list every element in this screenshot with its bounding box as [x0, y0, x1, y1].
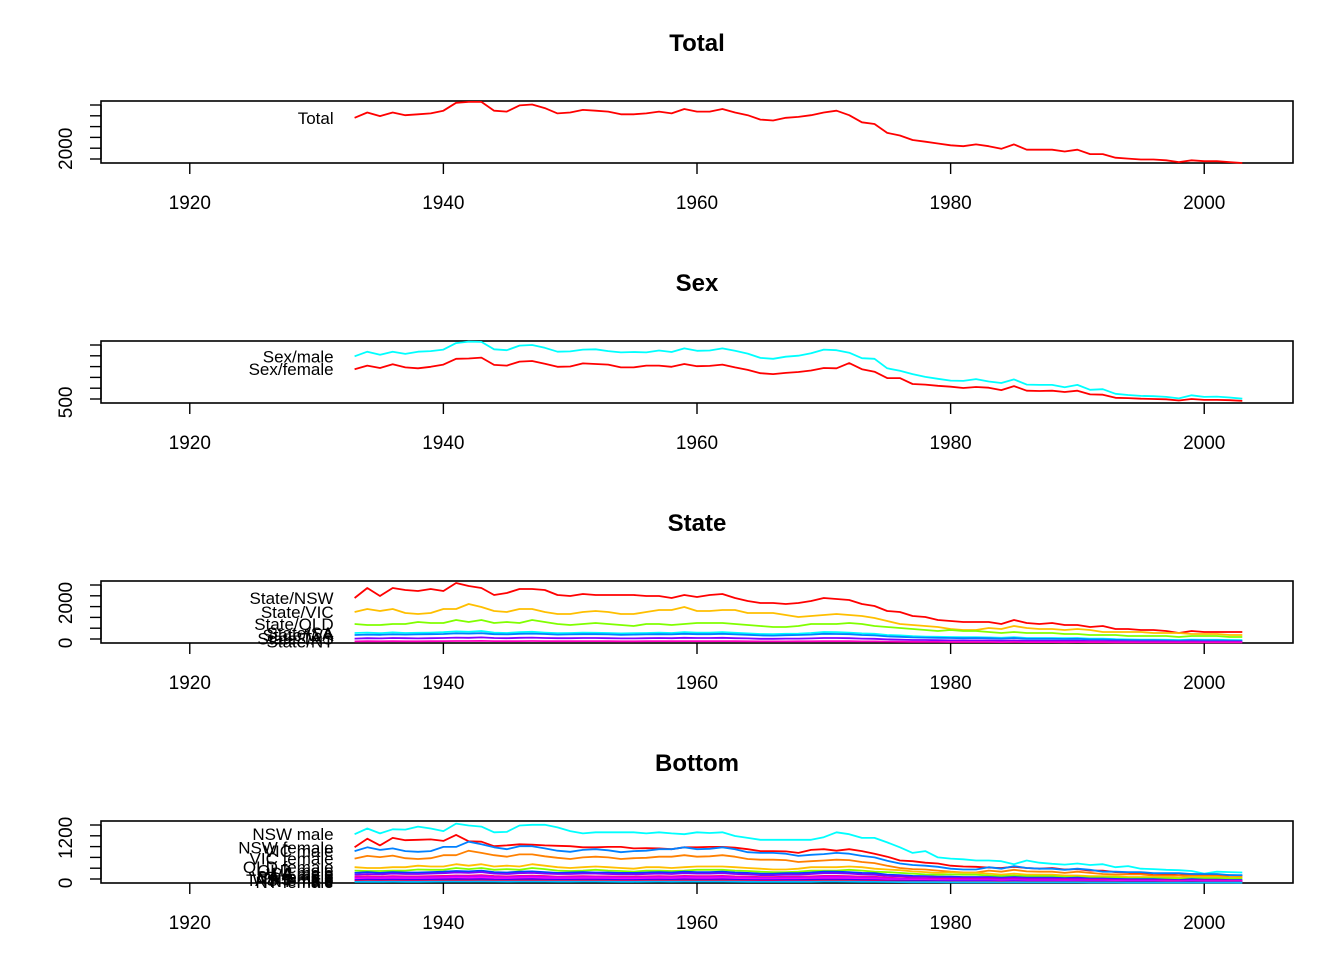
- series-line: [354, 619, 1243, 638]
- series-label: NT male: [270, 872, 334, 891]
- panel-title: Bottom: [655, 750, 739, 777]
- series-label: TAS male: [260, 870, 333, 889]
- x-tick-label: 1980: [929, 913, 971, 934]
- x-tick-label: 1920: [169, 673, 211, 694]
- x-tick-label: 1940: [422, 193, 464, 214]
- series-label: Sex/male: [263, 347, 334, 366]
- series-label: NSW male: [252, 825, 333, 844]
- series-label: State/SA: [267, 624, 335, 643]
- series-line: [354, 101, 1243, 164]
- x-tick-label: 1960: [676, 193, 718, 214]
- y-tick-label: 0: [56, 638, 77, 649]
- x-tick-label: 1980: [929, 673, 971, 694]
- panel-1: Sex 1920 1940 1960 1980 2000 500 Sex/maleSex/fe…: [56, 270, 1294, 454]
- x-tick-label: 1960: [676, 913, 718, 934]
- series-label: State/VIC: [261, 603, 334, 622]
- series-label: QLD female: [243, 858, 334, 877]
- series-line: [354, 632, 1243, 642]
- x-tick-label: 1960: [676, 433, 718, 454]
- x-tick-label: 1940: [422, 673, 464, 694]
- series-label: SA female: [256, 868, 334, 887]
- series-label: SA male: [270, 864, 333, 883]
- series-label: State/QLD: [254, 615, 333, 634]
- series-line: [354, 582, 1243, 634]
- series-line: [354, 356, 1243, 402]
- x-tick-label: 1960: [676, 673, 718, 694]
- x-tick-label: 1920: [169, 913, 211, 934]
- series-label: State/NSW: [250, 589, 334, 608]
- panel-title: Total: [669, 30, 725, 57]
- x-tick-label: 1980: [929, 433, 971, 454]
- series-label: State/NT: [267, 632, 334, 651]
- series-label: QLD male: [257, 862, 334, 881]
- y-tick-label: 2000: [56, 128, 77, 170]
- y-tick-label: 500: [56, 387, 77, 419]
- series-line: [354, 822, 1243, 875]
- series-line: [354, 340, 1243, 400]
- series-line: [354, 880, 1243, 884]
- series-label: Sex/female: [249, 360, 334, 379]
- series-label: Total: [298, 109, 334, 128]
- x-tick-label: 2000: [1183, 433, 1225, 454]
- series-line: [354, 863, 1243, 879]
- series-label: WA female: [252, 869, 334, 888]
- series-line: [354, 603, 1243, 636]
- y-tick-label: 1200: [56, 817, 77, 859]
- panel-title: Sex: [676, 270, 719, 297]
- series-label: TAS female: [246, 871, 334, 890]
- x-tick-label: 1940: [422, 433, 464, 454]
- x-tick-label: 1920: [169, 193, 211, 214]
- y-tick-label: 2000: [56, 582, 77, 624]
- plot-frame: [100, 100, 1294, 164]
- panel-0: Total 1920 1940 1960 1980 2000 2000 Total: [56, 30, 1294, 214]
- x-tick-label: 1920: [169, 433, 211, 454]
- series-label: WA male: [266, 866, 333, 885]
- x-tick-label: 1980: [929, 193, 971, 214]
- x-tick-label: 2000: [1183, 193, 1225, 214]
- x-tick-label: 2000: [1183, 673, 1225, 694]
- x-tick-label: 1940: [422, 913, 464, 934]
- series-label: NSW female: [238, 838, 333, 857]
- series-line: [354, 849, 1243, 878]
- y-tick-label: 0: [56, 878, 77, 889]
- series-line: [354, 867, 1243, 880]
- x-tick-label: 2000: [1183, 913, 1225, 934]
- series-line: [354, 640, 1243, 644]
- series-label: State/WA: [262, 626, 334, 645]
- panel-title: State: [668, 510, 727, 537]
- series-label: VIC female: [250, 850, 334, 869]
- series-label: NT female: [256, 873, 334, 892]
- series-label: VIC male: [264, 842, 334, 861]
- series-line: [354, 840, 1243, 876]
- series-label: State/TAS: [257, 630, 333, 649]
- series-line: [354, 636, 1243, 643]
